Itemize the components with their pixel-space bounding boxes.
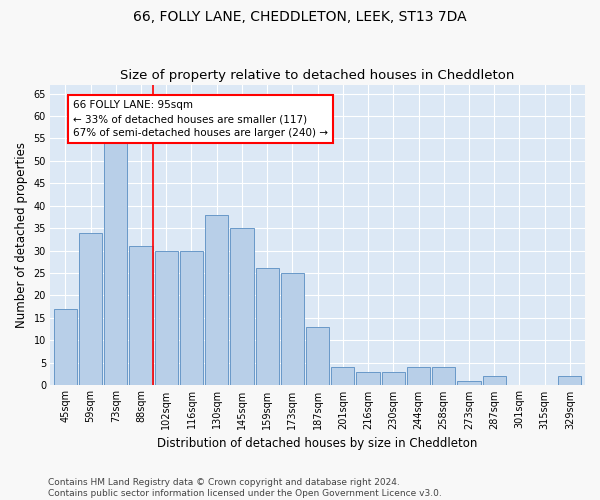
Y-axis label: Number of detached properties: Number of detached properties	[15, 142, 28, 328]
Bar	[79, 232, 102, 385]
Bar	[54, 309, 77, 385]
Bar	[356, 372, 380, 385]
Bar	[407, 367, 430, 385]
Bar	[256, 268, 279, 385]
Bar	[306, 327, 329, 385]
Bar	[155, 250, 178, 385]
Text: 66, FOLLY LANE, CHEDDLETON, LEEK, ST13 7DA: 66, FOLLY LANE, CHEDDLETON, LEEK, ST13 7…	[133, 10, 467, 24]
X-axis label: Distribution of detached houses by size in Cheddleton: Distribution of detached houses by size …	[157, 437, 478, 450]
Bar	[331, 367, 355, 385]
Bar	[230, 228, 254, 385]
Bar	[432, 367, 455, 385]
Bar	[457, 380, 481, 385]
Bar	[382, 372, 405, 385]
Title: Size of property relative to detached houses in Cheddleton: Size of property relative to detached ho…	[121, 69, 515, 82]
Text: 66 FOLLY LANE: 95sqm
← 33% of detached houses are smaller (117)
67% of semi-deta: 66 FOLLY LANE: 95sqm ← 33% of detached h…	[73, 100, 328, 138]
Bar	[281, 273, 304, 385]
Bar	[482, 376, 506, 385]
Bar	[130, 246, 152, 385]
Text: Contains HM Land Registry data © Crown copyright and database right 2024.
Contai: Contains HM Land Registry data © Crown c…	[48, 478, 442, 498]
Bar	[558, 376, 581, 385]
Bar	[180, 250, 203, 385]
Bar	[104, 130, 127, 385]
Bar	[205, 214, 229, 385]
